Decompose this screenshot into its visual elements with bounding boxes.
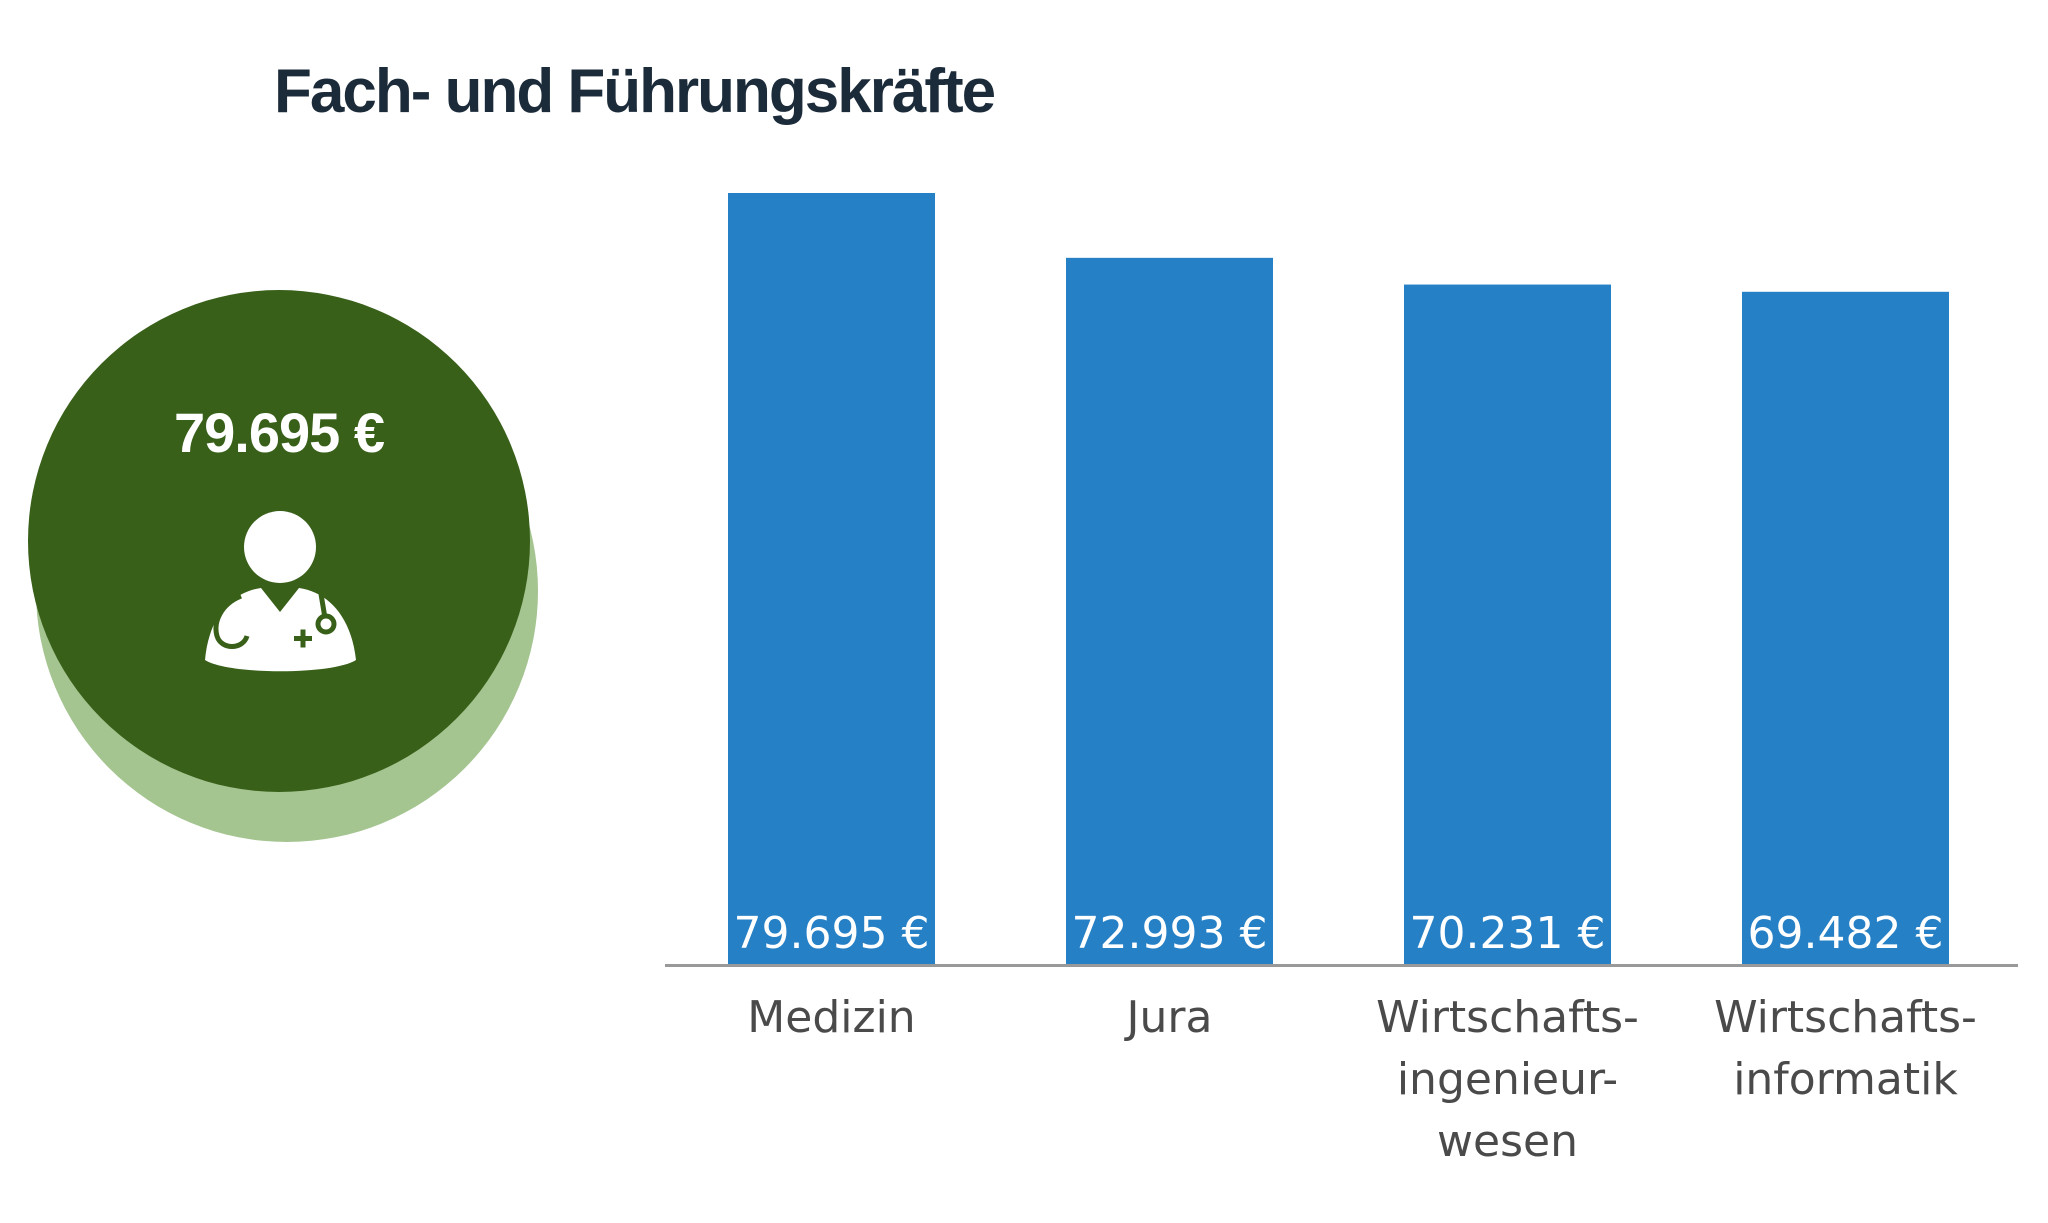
bar-1 bbox=[1066, 257, 1273, 964]
chart-title: Fach- und Führungskräfte bbox=[274, 57, 996, 126]
bar-value-label: 72.993 € bbox=[1072, 908, 1268, 959]
badge-value: 79.695 € bbox=[174, 401, 385, 464]
category-label: ingenieur- bbox=[1397, 1054, 1618, 1105]
bar-value-label: 70.231 € bbox=[1410, 908, 1606, 959]
bar-0 bbox=[728, 193, 935, 964]
category-label: informatik bbox=[1733, 1054, 1958, 1105]
doctor-icon bbox=[205, 511, 356, 672]
highlight-badge: 79.695 € bbox=[28, 290, 538, 850]
category-label: Wirtschafts- bbox=[1714, 992, 1977, 1043]
category-label: Jura bbox=[1124, 992, 1213, 1043]
labels-group: 79.695 € Medizin 72.993 € Jura 70.231 € Wirts… bbox=[734, 908, 1977, 1167]
bar-value-label: 69.482 € bbox=[1748, 908, 1944, 959]
badge-circle: 79.695 € bbox=[28, 290, 530, 792]
category-label: Wirtschafts- bbox=[1376, 992, 1639, 1043]
bars-group bbox=[728, 193, 1949, 965]
bar-2 bbox=[1404, 284, 1611, 965]
bar-value-label: 79.695 € bbox=[734, 908, 930, 959]
category-label: Medizin bbox=[747, 992, 915, 1043]
bar-3 bbox=[1742, 291, 1949, 965]
category-label: wesen bbox=[1437, 1116, 1578, 1167]
